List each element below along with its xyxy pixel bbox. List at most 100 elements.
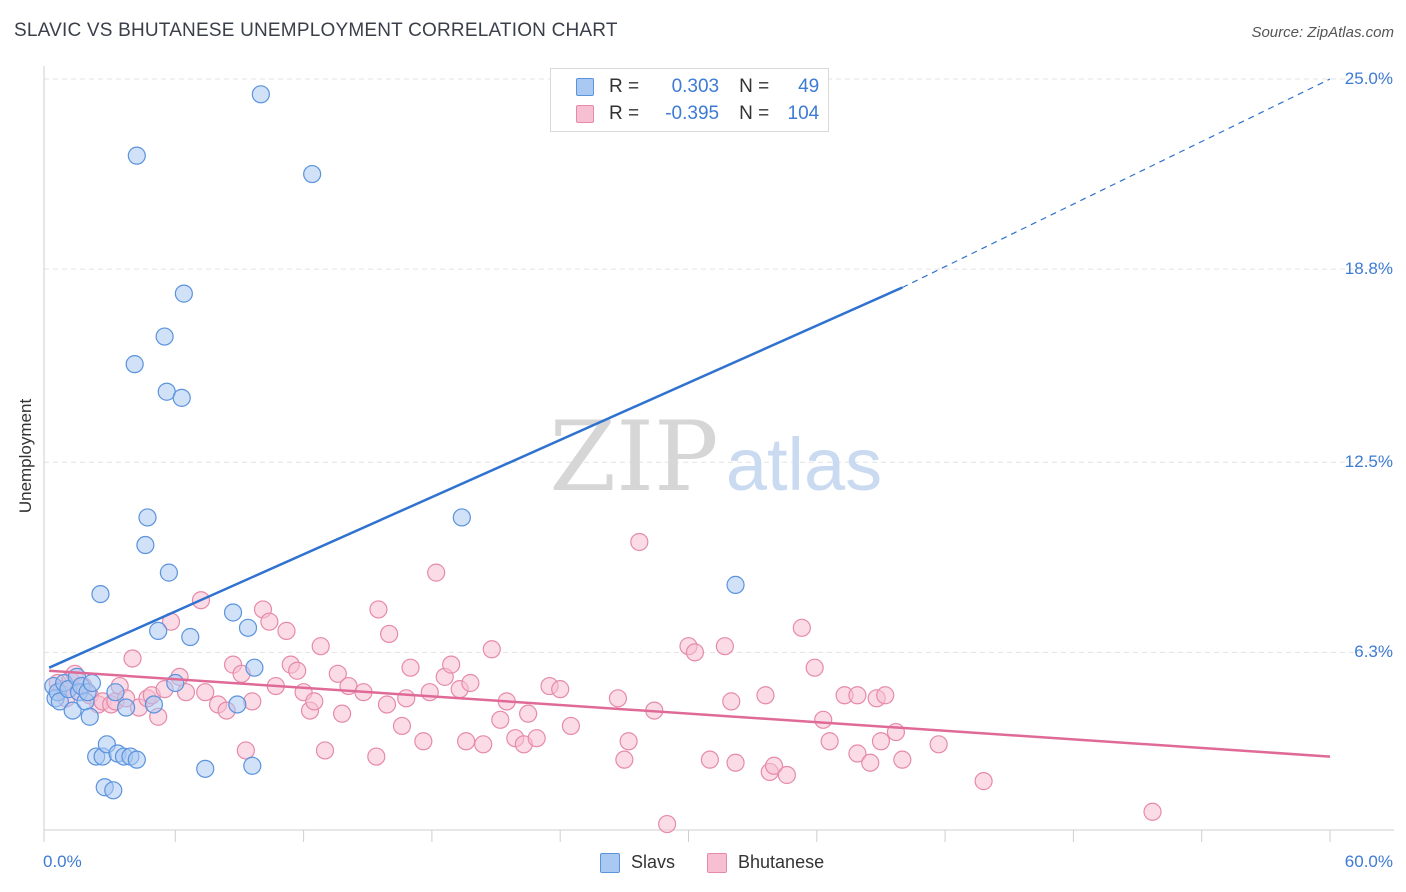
bhutanese-swatch — [707, 852, 728, 873]
slavs-point — [80, 707, 99, 726]
slavs-point — [251, 85, 270, 104]
bhutanese-point — [1143, 802, 1162, 821]
bhutanese-point — [474, 735, 493, 754]
bhutanese-point — [461, 673, 480, 693]
bhutanese-point — [380, 624, 399, 644]
n-value: 104 — [787, 103, 820, 124]
slavs-swatch — [600, 852, 620, 873]
bhutanese-point — [457, 732, 476, 751]
bhutanese-point — [367, 747, 386, 766]
bhutanese-swatch — [576, 105, 594, 123]
bhutanese-point — [277, 621, 296, 640]
legend-item-slavs[interactable]: Slavs — [600, 852, 675, 873]
correlation-legend: R = 0.303 N = 49 R = -0.395 N = 104 — [550, 68, 829, 132]
bhutanese-point — [756, 686, 775, 705]
slavs-point — [166, 673, 185, 693]
slavs-point — [181, 627, 200, 647]
gridlines — [44, 78, 1394, 653]
bhutanese-point — [243, 692, 262, 711]
r-label: R = — [609, 103, 640, 124]
chart-title: SLAVIC VS BHUTANESE UNEMPLOYMENT CORRELA… — [14, 20, 618, 41]
bhutanese-point — [764, 756, 784, 775]
bhutanese-point — [722, 692, 741, 711]
bhutanese-point — [288, 661, 307, 680]
bhutanese-point — [401, 658, 420, 677]
bhutanese-point — [715, 637, 734, 656]
bhutanese-point — [397, 689, 416, 708]
slavs-trend-line — [48, 286, 903, 669]
bhutanese-point — [561, 716, 580, 736]
bhutanese-point — [328, 664, 347, 683]
slavs-point — [726, 575, 745, 594]
bhutanese-point — [608, 689, 628, 708]
slavs-point — [127, 146, 146, 165]
slavs-point — [138, 508, 157, 527]
legend-row-bhutanese: R = -0.395 N = 104 — [576, 103, 819, 125]
slavs-point — [303, 164, 322, 184]
slavs-point — [82, 673, 102, 693]
x-tick-label: 0.0% — [43, 852, 82, 871]
bhutanese-point — [619, 732, 638, 751]
bhutanese-point — [658, 814, 677, 834]
bhutanese-point — [519, 704, 538, 723]
n-label: N = — [739, 76, 770, 97]
bhutanese-point — [630, 532, 649, 552]
slavs-points — [44, 85, 745, 800]
slavs-point — [223, 603, 243, 622]
slavs-point — [117, 698, 136, 717]
x-tick-label: 60.0% — [1344, 852, 1393, 871]
bhutanese-point — [777, 765, 796, 785]
bhutanese-point — [974, 772, 993, 791]
y-tick-label: 12.5% — [1344, 452, 1393, 472]
y-tick-label: 25.0% — [1344, 69, 1393, 88]
slavs-point — [106, 683, 125, 702]
bhutanese-point — [260, 612, 279, 631]
slavs-point — [63, 701, 82, 720]
bhutanese-point — [805, 658, 824, 677]
bhutanese-point — [871, 732, 891, 751]
slavs-point — [172, 388, 191, 407]
source-credit: Source: ZipAtlas.com — [1251, 24, 1394, 41]
bhutanese-point — [792, 618, 811, 637]
y-tick-label: 6.3% — [1354, 642, 1393, 662]
bhutanese-point — [615, 750, 634, 769]
bhutanese-point — [311, 637, 330, 656]
bhutanese-point — [377, 695, 397, 714]
trend-lines — [48, 78, 1331, 758]
bhutanese-point — [861, 753, 880, 772]
bhutanese-point — [929, 735, 948, 754]
bhutanese-point — [527, 729, 546, 748]
bhutanese-point — [315, 741, 335, 760]
slavs-point — [155, 327, 174, 346]
y-tick-label: 18.8% — [1344, 259, 1393, 279]
slavs-point — [196, 759, 215, 778]
watermark-atlas: atlas — [726, 423, 882, 506]
slavs-point — [91, 584, 110, 604]
slavs-point — [104, 781, 123, 800]
bhutanese-point — [893, 750, 912, 769]
slavs-point — [245, 658, 264, 677]
bhutanese-point — [482, 640, 501, 659]
series-legend: Slavs Bhutanese — [600, 852, 856, 873]
bhutanese-point — [685, 643, 705, 662]
watermark: ZIP atlas — [549, 401, 882, 513]
bhutanese-point — [414, 732, 433, 751]
bhutanese-point — [491, 710, 510, 729]
bhutanese-point — [848, 744, 867, 763]
bhutanese-point — [820, 732, 839, 751]
bhutanese-point — [236, 741, 255, 760]
legend-item-bhutanese[interactable]: Bhutanese — [707, 852, 824, 873]
bhutanese-point — [848, 686, 867, 705]
axes — [43, 66, 1394, 842]
bhutanese-point — [814, 710, 833, 729]
slavs-trend-line-extension — [902, 78, 1331, 289]
bhutanese-point — [420, 683, 439, 702]
legend-row-slavs: R = 0.303 N = 49 — [576, 76, 819, 98]
bhutanese-point — [442, 655, 461, 674]
watermark-zip: ZIP — [549, 401, 718, 513]
slavs-point — [144, 695, 164, 714]
bhutanese-point — [427, 563, 446, 582]
bhutanese-point — [551, 680, 570, 699]
bhutanese-trend-line — [49, 669, 1331, 758]
slavs-point — [149, 621, 168, 640]
